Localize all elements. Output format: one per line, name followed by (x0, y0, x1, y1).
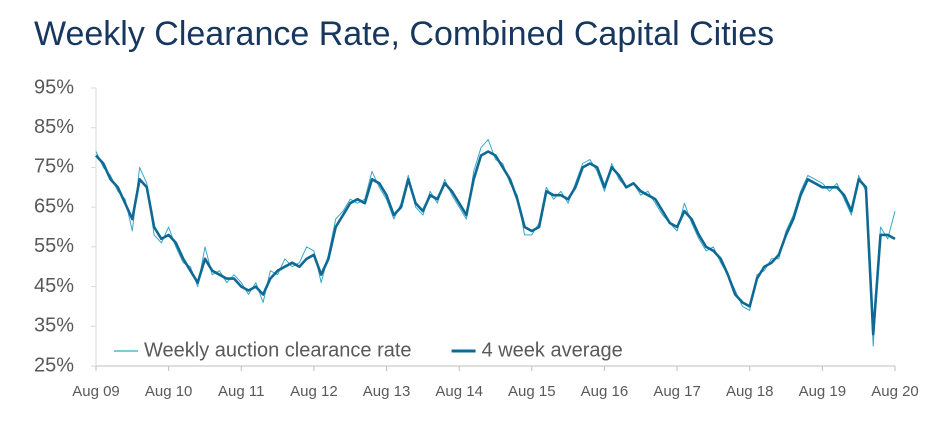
x-tick-label: Aug 18 (726, 383, 774, 400)
y-tick-label: 25% (34, 354, 74, 376)
y-tick-label: 65% (34, 195, 74, 217)
y-tick-label: 85% (34, 116, 74, 138)
chart-title: Weekly Clearance Rate, Combined Capital … (34, 15, 774, 53)
y-tick-label: 95% (34, 76, 74, 98)
x-tick-label: Aug 19 (799, 383, 847, 400)
series-line (95, 139, 896, 347)
x-tick-label: Aug 20 (871, 383, 919, 400)
series-line (95, 150, 896, 336)
y-tick-label: 35% (34, 315, 74, 337)
x-tick-label: Aug 13 (363, 383, 411, 400)
x-tick-label: Aug 15 (508, 383, 556, 400)
x-tick-label: Aug 11 (218, 383, 264, 400)
y-tick-label: 75% (34, 156, 74, 178)
x-tick-label: Aug 16 (581, 383, 629, 400)
x-tick-label: Aug 14 (435, 383, 483, 400)
y-tick-label: 45% (34, 275, 74, 297)
y-tick-label: 55% (34, 235, 74, 257)
x-tick-label: Aug 12 (290, 383, 338, 400)
legend-label: 4 week average (482, 339, 623, 361)
legend-label: Weekly auction clearance rate (144, 339, 412, 361)
x-tick-label: Aug 10 (145, 383, 193, 400)
x-tick-label: Aug 09 (72, 383, 120, 400)
x-tick-label: Aug 17 (653, 383, 701, 400)
